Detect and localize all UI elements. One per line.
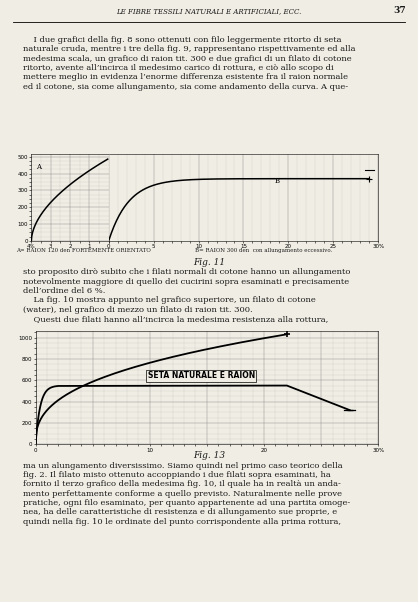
Text: ed il cotone, sia come allungamento, sia come andamento della curva. A que-: ed il cotone, sia come allungamento, sia… — [23, 83, 348, 91]
Text: quindi nella fig. 10 le ordinate del punto corrispondente alla prima rottura,: quindi nella fig. 10 le ordinate del pun… — [23, 518, 341, 526]
Text: nea, ha delle caratteristiche di resistenza e di allungamento sue proprie, e: nea, ha delle caratteristiche di resiste… — [23, 508, 337, 517]
Text: Fig. 11: Fig. 11 — [193, 258, 225, 267]
Text: (water), nel grafico di mezzo un filato di raion tit. 300.: (water), nel grafico di mezzo un filato … — [23, 306, 252, 314]
Text: ma un alungamento diversissimo. Siamo quindi nel primo caso teorico della: ma un alungamento diversissimo. Siamo qu… — [23, 462, 343, 470]
Text: mento perfettamente conforme a quello previsto. Naturalmente nelle prove: mento perfettamente conforme a quello pr… — [23, 490, 342, 498]
Text: LE FIBRE TESSILI NATURALI E ARTIFICIALI, ECC.: LE FIBRE TESSILI NATURALI E ARTIFICIALI,… — [116, 7, 302, 15]
Text: dell’ordine del 6 %.: dell’ordine del 6 %. — [23, 287, 105, 295]
Text: A: A — [36, 163, 41, 170]
Text: fornito il terzo grafico della medesima fig. 10, il quale ha in realtà un anda-: fornito il terzo grafico della medesima … — [23, 480, 341, 488]
Text: Fig. 13: Fig. 13 — [193, 452, 225, 461]
Text: pratiche, ogni filo esaminato, per quanto appartenente ad una partita omoge-: pratiche, ogni filo esaminato, per quant… — [23, 499, 350, 507]
Text: Questi due filati hanno all’incirca la medesima resistenza alla rottura,: Questi due filati hanno all’incirca la m… — [23, 315, 328, 323]
Text: mettere meglio in evidenza l’enorme differenza esistente fra il raion normale: mettere meglio in evidenza l’enorme diff… — [23, 73, 348, 81]
Text: La fig. 10 mostra appunto nel grafico superiore, un filato di cotone: La fig. 10 mostra appunto nel grafico su… — [23, 296, 316, 305]
Text: B= RAION 300 den  con allungamento eccessivo.: B= RAION 300 den con allungamento eccess… — [195, 248, 332, 253]
Text: B: B — [275, 177, 280, 185]
Text: SETA NATURALE E RAION: SETA NATURALE E RAION — [148, 371, 255, 380]
Text: notevolmente maggiore di quello dei cucirini sopra esaminati e precisamente: notevolmente maggiore di quello dei cuci… — [23, 278, 349, 286]
Text: 37: 37 — [393, 7, 405, 15]
Text: fig. 2. Il filato misto ottenuto accoppiando i due filati sopra esaminati, ha: fig. 2. Il filato misto ottenuto accoppi… — [23, 471, 331, 479]
Text: ritorto, avente all’incirca il medesimo carico di rottura, e ciò allo scopo di: ritorto, avente all’incirca il medesimo … — [23, 64, 334, 72]
Text: I due grafici della fig. 8 sono ottenuti con filo leggermente ritorto di seta: I due grafici della fig. 8 sono ottenuti… — [23, 36, 342, 44]
Text: naturale cruda, mentre i tre della fig. 9, rappresentano rispettivamente ed alla: naturale cruda, mentre i tre della fig. … — [23, 46, 355, 54]
Text: A= RAION 120 den FORTEMENTE ORIENTATO: A= RAION 120 den FORTEMENTE ORIENTATO — [16, 248, 151, 253]
Text: medesima scala, un grafico di raion tit. 300 e due grafici di un filato di coton: medesima scala, un grafico di raion tit.… — [23, 55, 352, 63]
Text: sto proposito dirò subito che i filati normali di cotone hanno un allungamento: sto proposito dirò subito che i filati n… — [23, 268, 350, 276]
